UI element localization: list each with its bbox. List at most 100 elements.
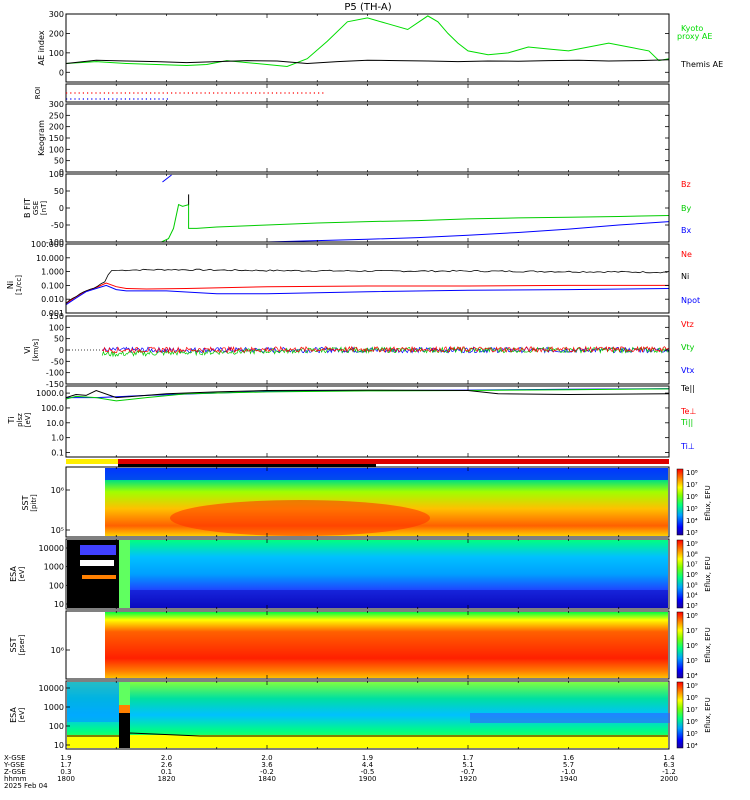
ephem-value: 4.4: [362, 761, 374, 769]
legend-vtz: Vtz: [681, 320, 694, 329]
series-kyoto-ae: [66, 15, 669, 68]
ephem-value: 0.3: [60, 768, 71, 776]
temperature-ylabel-unit: [eV]: [24, 412, 32, 427]
ephem-value: 2.0: [261, 754, 272, 762]
esa-pser-early-blue: [67, 682, 119, 722]
sst-pser-spectrogram: [105, 612, 668, 678]
velocity-ylabel: Vi: [23, 346, 32, 354]
panel-keogram-ticks: 300 250 200 150 100 50 0: [49, 100, 669, 177]
panel-ae-ticks: 300 200 100 0: [49, 10, 669, 77]
sst-pitr-tick-label: 10⁵: [51, 526, 64, 535]
colorbar-sst-pser-tick-label: 10⁶: [686, 642, 698, 650]
ephem-value: 0.1: [161, 768, 172, 776]
colorbar-sst-pitr-tick-label: 10³: [686, 529, 698, 537]
panel-velocity: 150 100 50 0 -50 -100 -150 Vi [km/s] Vtz Vty V…: [23, 312, 695, 389]
legend-ne: Ne: [681, 250, 692, 259]
legend-te-par: Te||: [680, 384, 695, 393]
ephem-value: 1.9: [60, 754, 71, 762]
ephem-value: 5.7: [563, 761, 574, 769]
velocity-tick-label: -100: [46, 369, 64, 378]
esa-pser-tick-label: 100: [49, 722, 64, 731]
panel-sst-pser-ticks: 10⁶: [51, 646, 70, 655]
keogram-tick-label: 300: [49, 100, 64, 109]
ephem-value: -1.2: [662, 768, 676, 776]
panel-density-frame: [65, 243, 670, 314]
temperature-tick-label: 10.0: [46, 419, 64, 428]
plot-title: P5 (TH-A): [344, 2, 391, 13]
esa-pitr-tick-label: 10: [54, 600, 64, 609]
roi-ylabel: ROI: [34, 87, 42, 99]
density-tick-label: 100.000: [31, 240, 64, 249]
esa-pitr-ylabel: ESA: [9, 566, 18, 582]
ephem-value: -0.2: [260, 768, 274, 776]
ephem-value: 2000: [660, 775, 678, 783]
density-tick-label: 10.000: [36, 254, 64, 263]
panel-roi: ROI: [34, 83, 670, 103]
panel-ae-frame: [65, 13, 670, 83]
panel-sst-pitr-ticks: 10⁶ 10⁵: [51, 486, 70, 535]
ephem-label-x: X-GSE: [4, 754, 26, 762]
ephem-value: 1900: [359, 775, 377, 783]
esa-pser-transition-black: [119, 713, 130, 748]
sst-pser-tick-label: 10⁶: [51, 646, 64, 655]
colorbar-sst-pser: [676, 611, 684, 679]
ephem-value: 1840: [258, 775, 276, 783]
esa-pitr-tick-label: 1000: [44, 563, 64, 572]
legend-by: By: [681, 204, 691, 213]
density-tick-label: 0.010: [41, 295, 64, 304]
panel-esa-pitr-ticks: 10000 1000 100 10: [39, 544, 70, 609]
sst-pser-ylabel-unit: [pser]: [18, 634, 26, 655]
sst-pitr-ylabel-unit: [pitr]: [30, 494, 38, 512]
esa-pitr-early-patch1: [80, 545, 116, 555]
temperature-tick-label: 1000.0: [36, 389, 64, 398]
esa-pser-tick-label: 1000: [44, 703, 64, 712]
panel-bfield: 100 50 0 -50 -100 B FIT GSE [nT] Bz By Bx: [23, 170, 691, 247]
mode-bar-slow: [66, 459, 118, 464]
esa-pser-transition-orange: [119, 705, 130, 713]
ephem-value: 1940: [560, 775, 578, 783]
colorbar-sst-pser-label: Eflux, EFU: [704, 627, 712, 662]
keogram-tick-label: 250: [49, 111, 64, 120]
colorbar-esa-pitr-tick-label: 10⁵: [686, 581, 698, 589]
colorbar-sst-pser-tick-label: 10⁸: [686, 612, 698, 620]
bfield-tick-label: -50: [51, 221, 64, 230]
bfield-tick-label: 100: [49, 170, 64, 179]
panel-keogram: 300 250 200 150 100 50 0 Keogram: [37, 100, 670, 177]
colorbar-esa-pitr-tick-label: 10⁸: [686, 550, 698, 558]
colorbar-esa-pser-tick-label: 10⁶: [686, 718, 698, 726]
ephem-value: 5.1: [462, 761, 473, 769]
ephem-value: 1920: [459, 775, 477, 783]
ephem-label-date: 2025 Feb 04: [4, 782, 48, 790]
velocity-tick-label: -50: [51, 357, 64, 366]
colorbar-esa-pser-tick-label: 10⁹: [686, 682, 698, 690]
colorbar-esa-pser: [676, 681, 684, 749]
series-vtz: [101, 345, 669, 354]
ephem-value: 1.9: [362, 754, 373, 762]
colorbar-sst-pser-tick-label: 10⁴: [686, 672, 698, 680]
panel-sst-pser: 10⁶ SST [pser] 10⁸ 10⁷ 10⁶ 10⁵ 10⁴ Eflux, EF…: [9, 610, 712, 680]
colorbar-sst-pitr: [676, 468, 684, 536]
mode-bar-black: [118, 464, 376, 467]
ephem-label-y: Y-GSE: [3, 761, 25, 769]
ae-tick-label: 200: [49, 29, 64, 38]
density-ylabel-unit: [1/cc]: [15, 275, 23, 295]
legend-ti-perp: Ti⊥: [680, 442, 695, 451]
panel-esa-pser-ticks: 10000 1000 100 10: [39, 684, 70, 750]
panel-bfield-ticks: 100 50 0 -50 -100: [46, 170, 669, 247]
legend-kyoto: Kyoto: [681, 24, 703, 33]
panel-temperature-ticks: 1000.0 100.0 10.0 1.0 0.1: [36, 389, 669, 458]
ae-tick-label: 300: [49, 10, 64, 19]
esa-pser-tick-label: 10000: [39, 684, 64, 693]
colorbar-esa-pitr: [676, 539, 684, 609]
colorbar-esa-pitr-label: Eflux, EFU: [704, 556, 712, 591]
series-ni: [66, 268, 668, 304]
colorbar-sst-pitr-ticks: 10⁸ 10⁷ 10⁶ 10⁵ 10⁴ 10³: [686, 469, 698, 537]
panel-density-ticks: 100.000 10.000 1.000 0.100 0.010 0.001: [31, 240, 669, 318]
velocity-ylabel-unit: [km/s]: [32, 339, 40, 362]
sst-pitr-ylabel: SST: [21, 495, 30, 510]
legend-vtx: Vtx: [681, 366, 695, 375]
temperature-tick-label: 1.0: [51, 434, 64, 443]
series-te-par: [66, 389, 669, 399]
